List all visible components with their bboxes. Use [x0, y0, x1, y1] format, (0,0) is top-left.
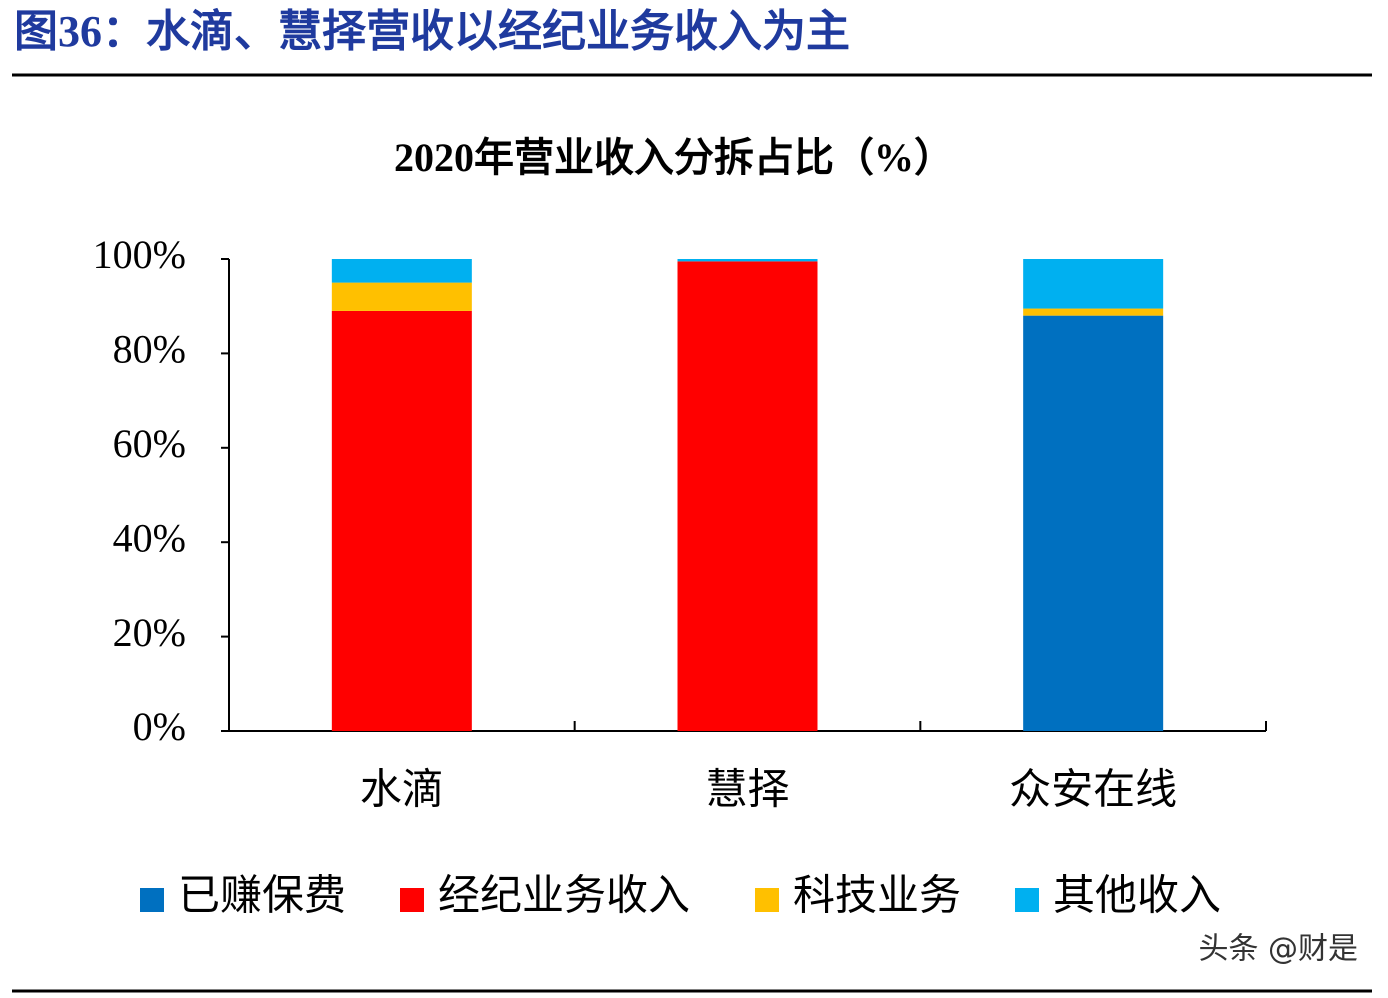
x-tick-label: 众安在线: [1009, 768, 1177, 814]
x-tick-label: 慧择: [705, 768, 789, 814]
legend-swatch: [755, 888, 779, 912]
bar-segment: [331, 310, 472, 731]
bar-segment: [1023, 259, 1164, 309]
bar-segment: [1023, 308, 1164, 316]
bar-segment: [677, 259, 818, 262]
y-tick-label: 20%: [113, 610, 186, 655]
figure-title: 图36：水滴、慧择营收以经纪业务收入为主: [14, 7, 850, 56]
legend-swatch: [140, 888, 164, 912]
chart-title: 2020年营业收入分拆占比（%）: [394, 135, 954, 180]
watermark: 头条 @财是: [1198, 932, 1358, 967]
legend-swatch: [400, 888, 424, 912]
x-tick-label: 水滴: [360, 767, 444, 814]
legend-label: 其他收入: [1053, 874, 1221, 920]
y-tick-label: 40%: [113, 515, 186, 560]
bar-segment: [677, 261, 818, 731]
legend-label: 科技业务: [793, 874, 961, 920]
bar-segment: [331, 259, 472, 283]
y-tick-label: 0%: [133, 704, 186, 749]
y-tick-label: 80%: [113, 327, 186, 372]
legend-label: 已赚保费: [178, 874, 346, 920]
y-tick-label: 60%: [113, 421, 186, 466]
y-tick-label: 100%: [93, 232, 186, 277]
bar-segment: [331, 282, 472, 311]
legend-label: 经纪业务收入: [438, 874, 690, 920]
bar-segment: [1023, 315, 1164, 731]
legend-swatch: [1015, 888, 1039, 912]
